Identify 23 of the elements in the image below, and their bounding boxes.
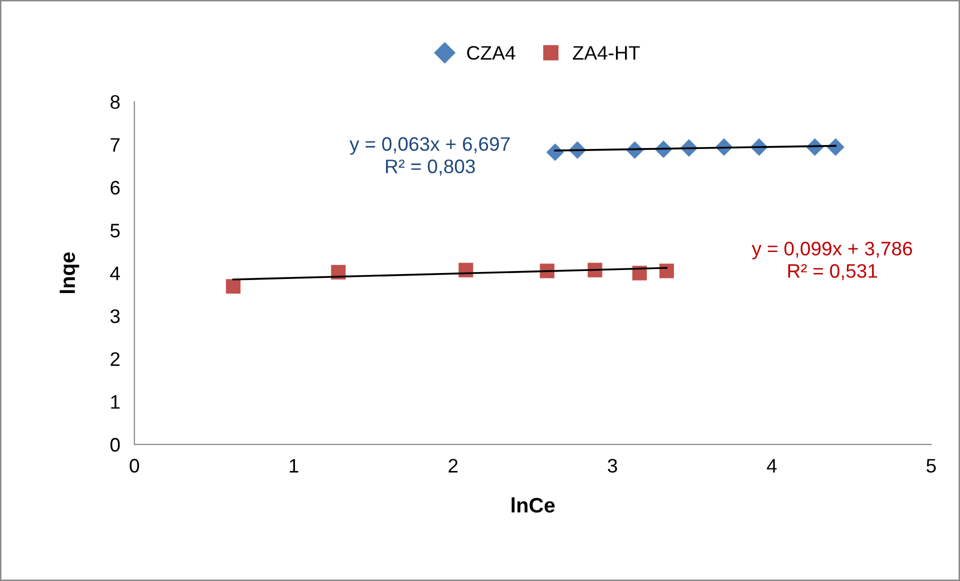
y-tick-label: 4 — [110, 266, 120, 280]
x-tick-label: 5 — [926, 459, 936, 473]
y-tick-label: 7 — [110, 138, 120, 152]
y-tick-label: 6 — [110, 180, 120, 195]
point — [226, 279, 240, 294]
x-tick-label: 2 — [448, 458, 458, 472]
annotation: y = 0,099x + 3,786 R² = 0,531 — [752, 242, 912, 280]
legend-label: CZA4 — [467, 46, 516, 60]
annotation: y = 0,063x + 6,697 R² = 0,803 — [350, 137, 510, 176]
y-tick-label: 2 — [110, 352, 120, 366]
x-tick-label: 3 — [608, 458, 618, 473]
x-tick-label: 4 — [766, 459, 777, 472]
y-tick-label: 3 — [110, 309, 120, 324]
x-tick-label: 1 — [290, 459, 298, 472]
legend-label: ZA4-HT — [572, 46, 640, 60]
y-tick-label: 1 — [111, 395, 120, 409]
x-tick-label: 0 — [130, 458, 140, 473]
y-tick-label: 0 — [110, 438, 120, 452]
x-axis-title: lnCe — [512, 497, 555, 513]
y-tick-label: 8 — [110, 95, 120, 109]
y-axis-title: lnqe — [60, 252, 80, 294]
point — [659, 264, 674, 278]
y-tick-label: 5 — [110, 224, 120, 238]
